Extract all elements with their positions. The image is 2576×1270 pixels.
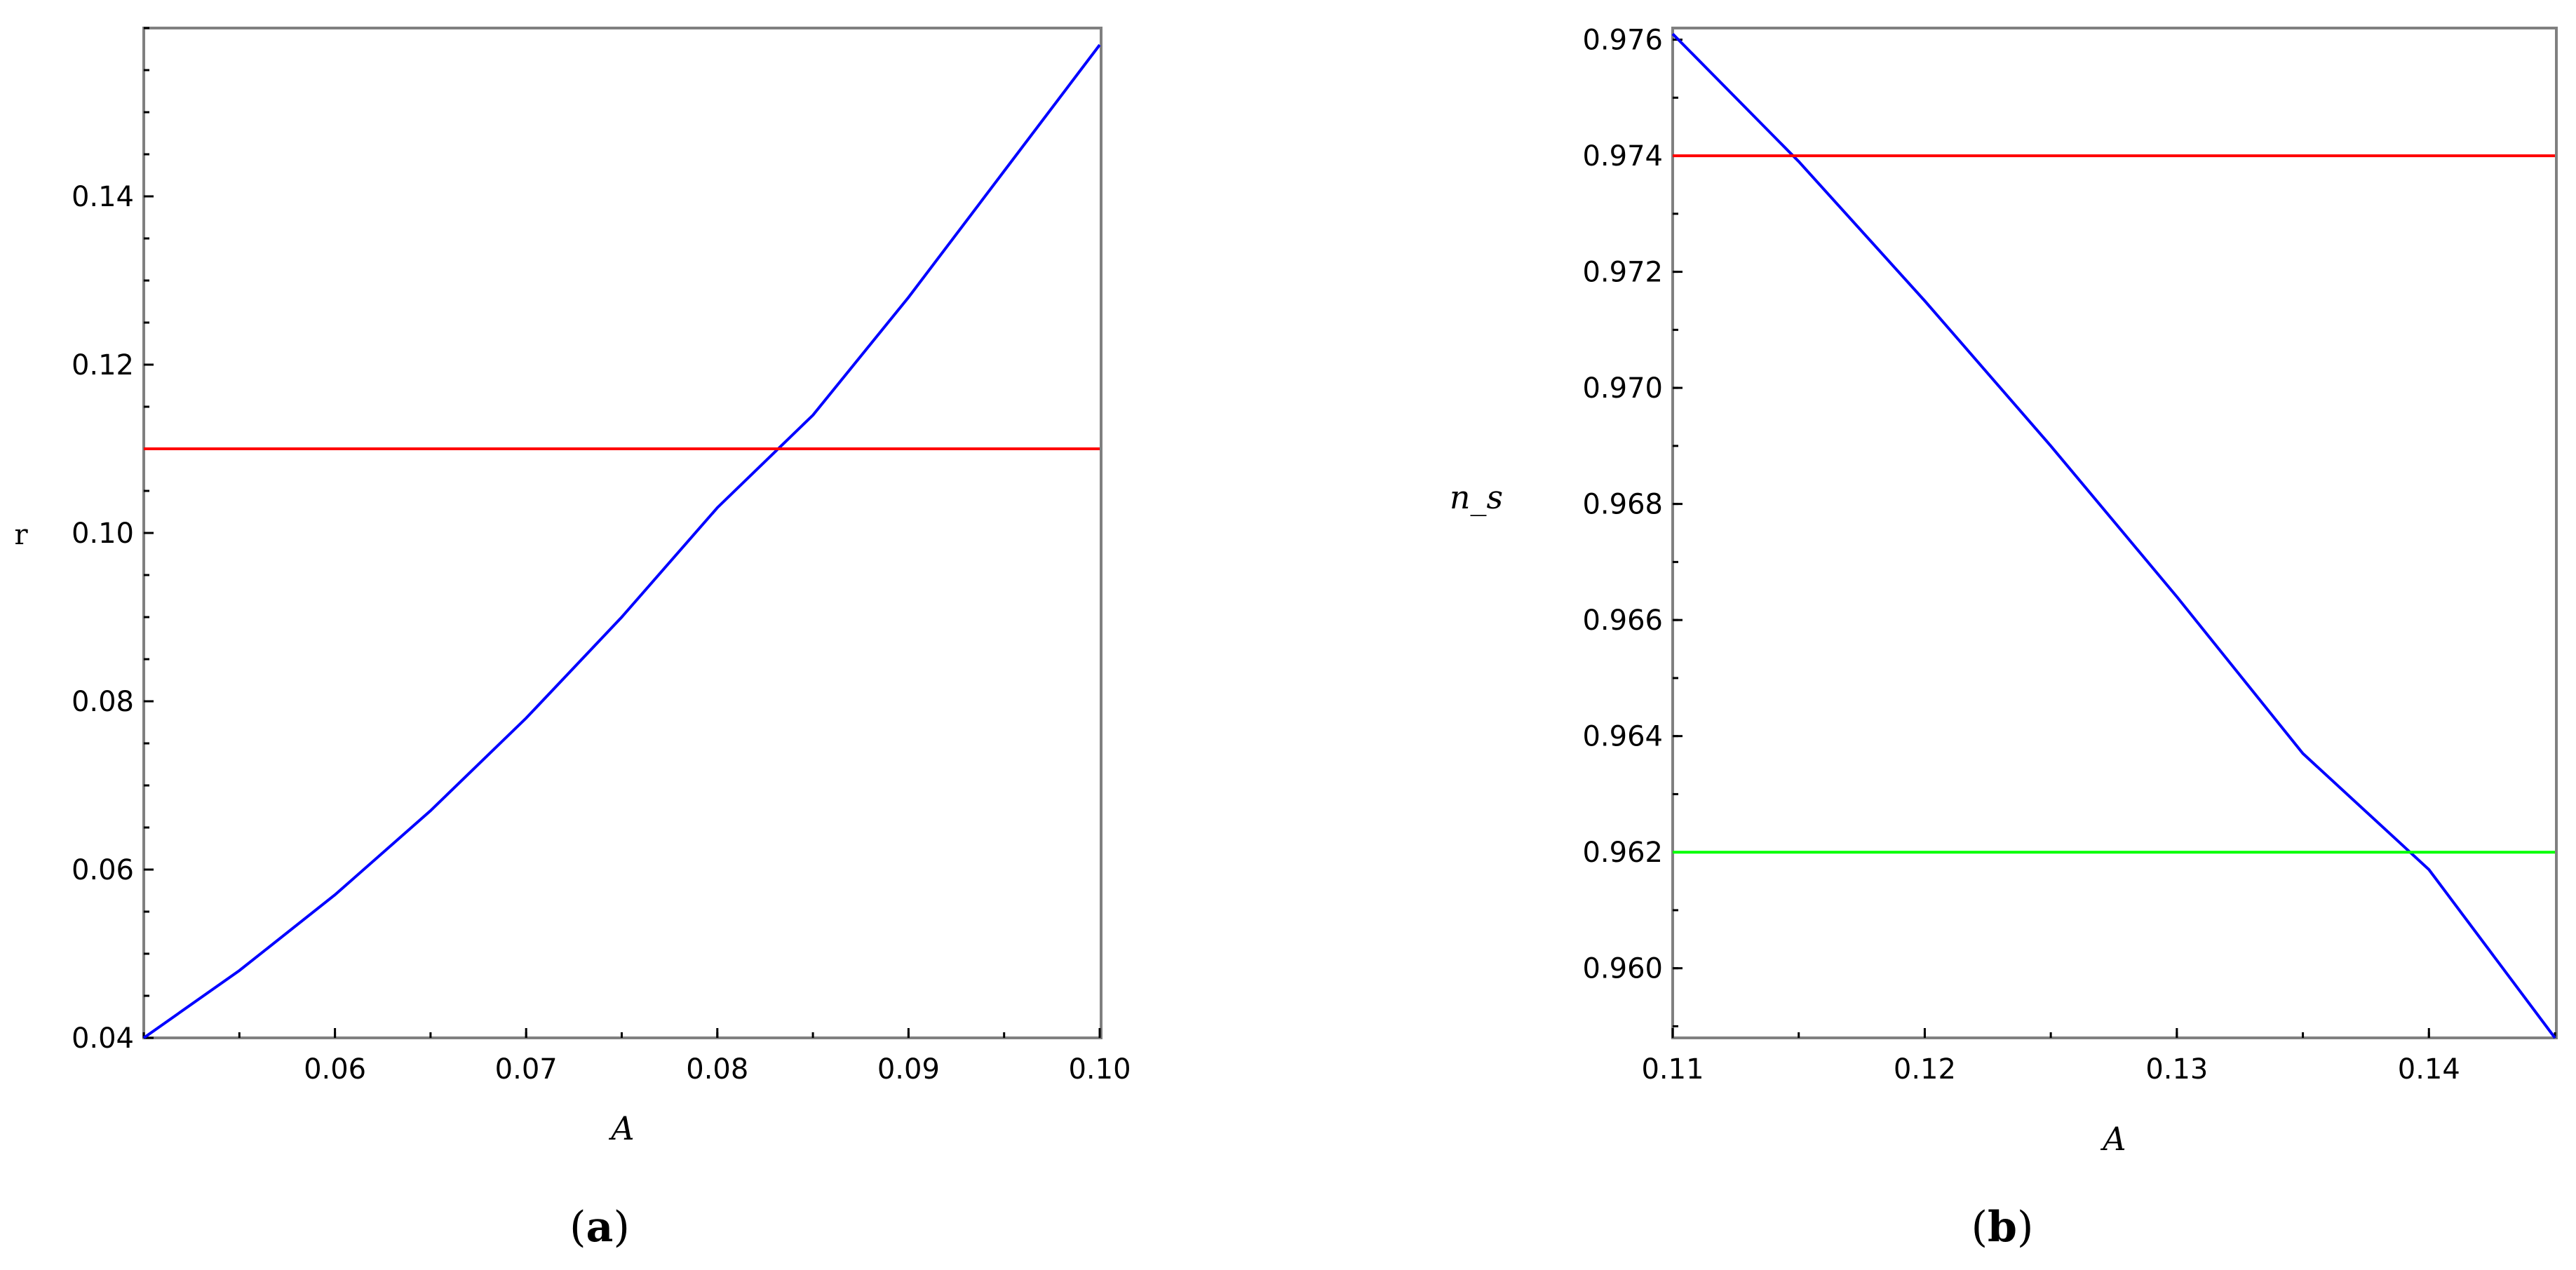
series-line-0 <box>142 43 1101 1039</box>
panel-b-frame <box>1671 27 2558 1039</box>
x-tick-label: 0.14 <box>2398 1053 2460 1086</box>
y-tick-label: 0.976 <box>1582 25 1663 57</box>
y-tick-label: 0.970 <box>1582 372 1663 405</box>
y-tick-label: 0.960 <box>1582 953 1663 985</box>
y-tick-label: 0.972 <box>1582 257 1663 289</box>
series-line-0 <box>1671 32 2556 1039</box>
y-tick-label: 0.962 <box>1582 837 1663 869</box>
y-tick-label: 0.14 <box>72 181 134 213</box>
x-tick-label: 0.10 <box>1068 1053 1131 1086</box>
panel-b-ylabel: n_s <box>1450 478 1503 516</box>
x-tick-label: 0.08 <box>686 1053 748 1086</box>
y-tick-label: 0.968 <box>1582 489 1663 521</box>
panel-a-plot: 0.06 0.07 0.08 0.09 0.10 0.04 0.06 0.08 0.10 0.12… <box>72 27 1131 1086</box>
y-tick-label: 0.06 <box>72 854 134 886</box>
y-tick-label: 0.08 <box>72 686 134 718</box>
panel-a-ylabel: r <box>14 519 28 551</box>
panel-a-frame <box>142 27 1102 1039</box>
x-tick-label: 0.09 <box>877 1053 940 1086</box>
panel-a-caption: (a) <box>569 1203 630 1252</box>
panel-b-plot: 0.11 0.12 0.13 0.14 0.960 0.962 0.964 0.966 0.96… <box>1582 25 2556 1086</box>
x-tick-label: 0.13 <box>2145 1053 2208 1086</box>
y-tick-label: 0.10 <box>72 518 134 550</box>
y-tick-label: 0.12 <box>72 349 134 381</box>
panel-a-xlabel: A <box>608 1109 634 1147</box>
y-tick-label: 0.04 <box>72 1022 134 1055</box>
x-tick-label: 0.12 <box>1894 1053 1956 1086</box>
y-tick-label: 0.966 <box>1582 604 1663 637</box>
y-tick-label: 0.974 <box>1582 140 1663 173</box>
x-tick-label: 0.06 <box>304 1053 366 1086</box>
panel-b-caption: (b) <box>1971 1203 2034 1252</box>
x-tick-label: 0.07 <box>495 1053 558 1086</box>
panel-b-xlabel: A <box>2100 1120 2126 1158</box>
panel-b: 0.11 0.12 0.13 0.14 0.960 0.962 0.964 0.966 0.96… <box>1450 25 2558 1252</box>
panel-a: 0.06 0.07 0.08 0.09 0.10 0.04 0.06 0.08 0.10 0.12… <box>14 27 1131 1252</box>
x-tick-label: 0.11 <box>1641 1053 1704 1086</box>
y-tick-label: 0.964 <box>1582 721 1663 753</box>
